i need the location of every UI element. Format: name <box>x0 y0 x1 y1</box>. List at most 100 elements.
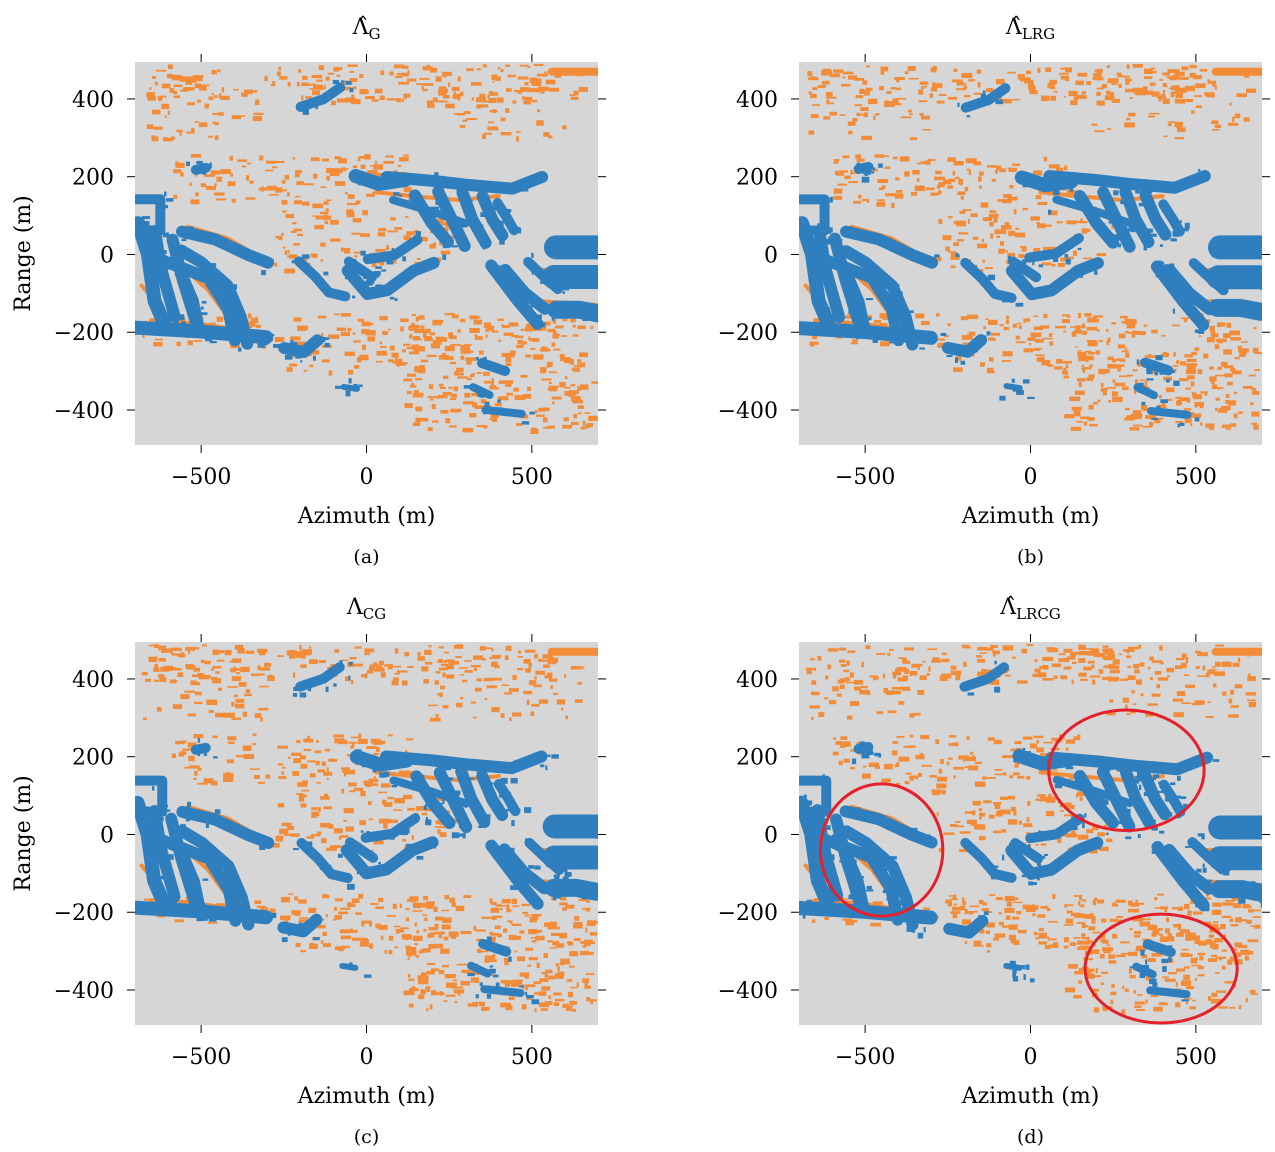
orange-pixel-cluster <box>523 100 531 105</box>
orange-pixel-cluster <box>1106 328 1109 332</box>
orange-pixel-cluster <box>212 649 220 656</box>
orange-pixel-cluster <box>974 761 983 765</box>
orange-pixel-cluster <box>1077 734 1081 739</box>
orange-pixel-cluster <box>1100 933 1106 939</box>
orange-pixel-cluster <box>1159 953 1167 956</box>
orange-pixel-cluster <box>1099 846 1109 852</box>
orange-pixel-cluster <box>146 124 154 130</box>
orange-pixel-cluster <box>924 160 931 165</box>
blue-pixel-cluster <box>458 189 467 194</box>
orange-pixel-cluster <box>1166 398 1173 401</box>
orange-pixel-cluster <box>1134 902 1145 905</box>
orange-pixel-cluster <box>286 650 297 656</box>
blue-pixel-cluster <box>201 904 207 909</box>
orange-pixel-cluster <box>939 342 947 346</box>
orange-pixel-cluster <box>447 661 459 664</box>
orange-pixel-cluster <box>224 649 232 656</box>
orange-pixel-cluster <box>1241 341 1248 343</box>
blue-pixel-cluster <box>135 905 137 910</box>
orange-pixel-cluster <box>188 650 191 655</box>
orange-pixel-cluster <box>229 155 234 161</box>
blue-pixel-cluster <box>575 881 580 884</box>
blue-pixel-cluster <box>1253 887 1259 893</box>
orange-pixel-cluster <box>952 906 963 911</box>
orange-pixel-cluster <box>1229 956 1235 962</box>
orange-pixel-cluster <box>998 921 1004 926</box>
orange-pixel-cluster <box>438 218 445 224</box>
orange-pixel-cluster <box>286 825 294 831</box>
blue-pixel-cluster <box>1009 960 1016 967</box>
orange-pixel-cluster <box>900 116 912 119</box>
orange-pixel-cluster <box>354 646 362 649</box>
blue-pixel-cluster <box>851 758 857 765</box>
orange-pixel-cluster <box>1150 67 1156 70</box>
orange-pixel-cluster <box>1210 331 1216 336</box>
orange-pixel-cluster <box>932 83 943 88</box>
orange-pixel-cluster <box>966 168 971 171</box>
orange-pixel-cluster <box>355 200 361 205</box>
orange-pixel-cluster <box>977 243 987 249</box>
blue-pixel-cluster <box>802 914 806 919</box>
blue-pixel-cluster <box>1201 907 1210 912</box>
orange-pixel-cluster <box>947 901 953 907</box>
blue-pixel-cluster <box>1150 240 1154 244</box>
orange-pixel-cluster <box>1237 345 1242 350</box>
blue-pixel-cluster <box>540 764 545 768</box>
classification-map <box>135 644 598 1013</box>
orange-pixel-cluster <box>995 897 1003 901</box>
orange-pixel-cluster <box>314 750 322 754</box>
blue-pixel-cluster <box>1167 812 1173 817</box>
orange-pixel-cluster <box>355 912 362 915</box>
orange-pixel-cluster <box>174 919 184 923</box>
orange-pixel-cluster <box>866 198 869 204</box>
orange-pixel-cluster <box>308 659 318 664</box>
blue-pixel-cluster <box>1195 903 1200 908</box>
orange-pixel-cluster <box>1081 899 1087 902</box>
orange-pixel-cluster <box>1221 965 1226 970</box>
orange-pixel-cluster <box>1038 927 1044 932</box>
orange-pixel-cluster <box>1152 660 1163 663</box>
orange-pixel-cluster <box>323 793 329 799</box>
blue-pixel-cluster <box>355 844 362 849</box>
orange-pixel-cluster <box>294 195 301 198</box>
orange-pixel-cluster <box>327 72 335 75</box>
blue-pixel-cluster <box>965 682 969 688</box>
orange-pixel-cluster <box>562 907 567 911</box>
blue-pixel-cluster <box>476 356 479 361</box>
orange-pixel-cluster <box>973 92 982 95</box>
orange-pixel-cluster <box>979 812 986 817</box>
orange-pixel-cluster <box>395 648 399 654</box>
blue-pixel-cluster <box>1269 864 1275 868</box>
orange-pixel-cluster <box>1080 416 1090 420</box>
orange-pixel-cluster <box>151 109 161 115</box>
orange-pixel-cluster <box>458 667 469 669</box>
orange-pixel-cluster <box>319 211 329 215</box>
orange-pixel-cluster <box>154 338 164 341</box>
orange-pixel-cluster <box>839 684 845 689</box>
orange-pixel-cluster <box>1190 413 1202 418</box>
orange-pixel-cluster <box>1093 652 1105 658</box>
orange-pixel-cluster <box>487 121 495 124</box>
orange-pixel-cluster <box>389 71 394 76</box>
blue-pixel-cluster <box>1260 896 1262 902</box>
orange-pixel-cluster <box>257 665 261 671</box>
orange-pixel-cluster <box>497 318 504 321</box>
blue-pixel-cluster <box>919 347 926 350</box>
orange-pixel-cluster <box>1078 381 1082 388</box>
orange-pixel-cluster <box>884 166 891 169</box>
orange-pixel-cluster <box>998 912 1002 915</box>
orange-pixel-cluster <box>904 668 910 674</box>
orange-pixel-cluster <box>964 94 971 98</box>
blue-pixel-cluster <box>364 848 368 854</box>
orange-pixel-cluster <box>1025 907 1036 909</box>
orange-pixel-cluster <box>1092 826 1099 831</box>
orange-pixel-cluster <box>1187 375 1195 380</box>
orange-pixel-cluster <box>428 927 439 931</box>
orange-pixel-cluster <box>504 655 509 660</box>
blue-pixel-cluster <box>290 339 294 343</box>
orange-pixel-cluster <box>993 217 998 223</box>
orange-pixel-cluster <box>391 352 399 358</box>
orange-pixel-cluster <box>1079 651 1090 656</box>
blue-pixel-cluster <box>1025 964 1030 970</box>
orange-pixel-cluster <box>472 716 477 719</box>
